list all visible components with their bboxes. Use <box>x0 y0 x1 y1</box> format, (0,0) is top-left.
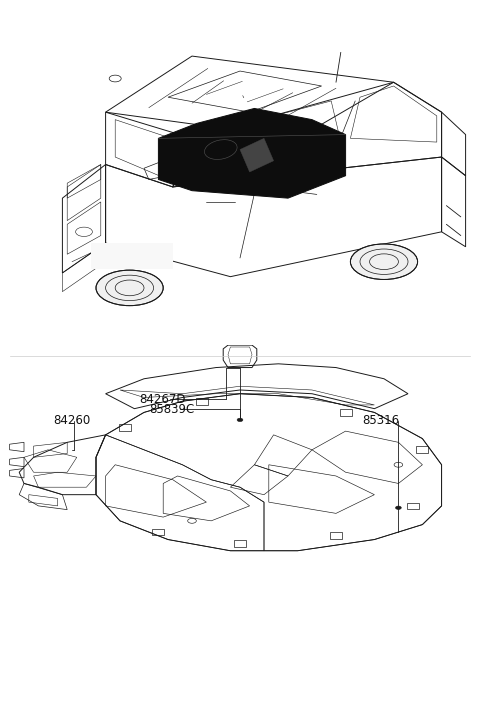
Polygon shape <box>158 109 346 198</box>
Text: 85839C: 85839C <box>149 403 194 416</box>
Text: 85316: 85316 <box>362 414 399 427</box>
Ellipse shape <box>396 506 401 510</box>
Text: 84267D: 84267D <box>139 393 186 406</box>
Ellipse shape <box>96 270 163 306</box>
Polygon shape <box>240 138 274 172</box>
Text: 84260: 84260 <box>53 414 90 427</box>
Ellipse shape <box>350 244 418 280</box>
Polygon shape <box>91 243 173 269</box>
Ellipse shape <box>237 418 243 421</box>
